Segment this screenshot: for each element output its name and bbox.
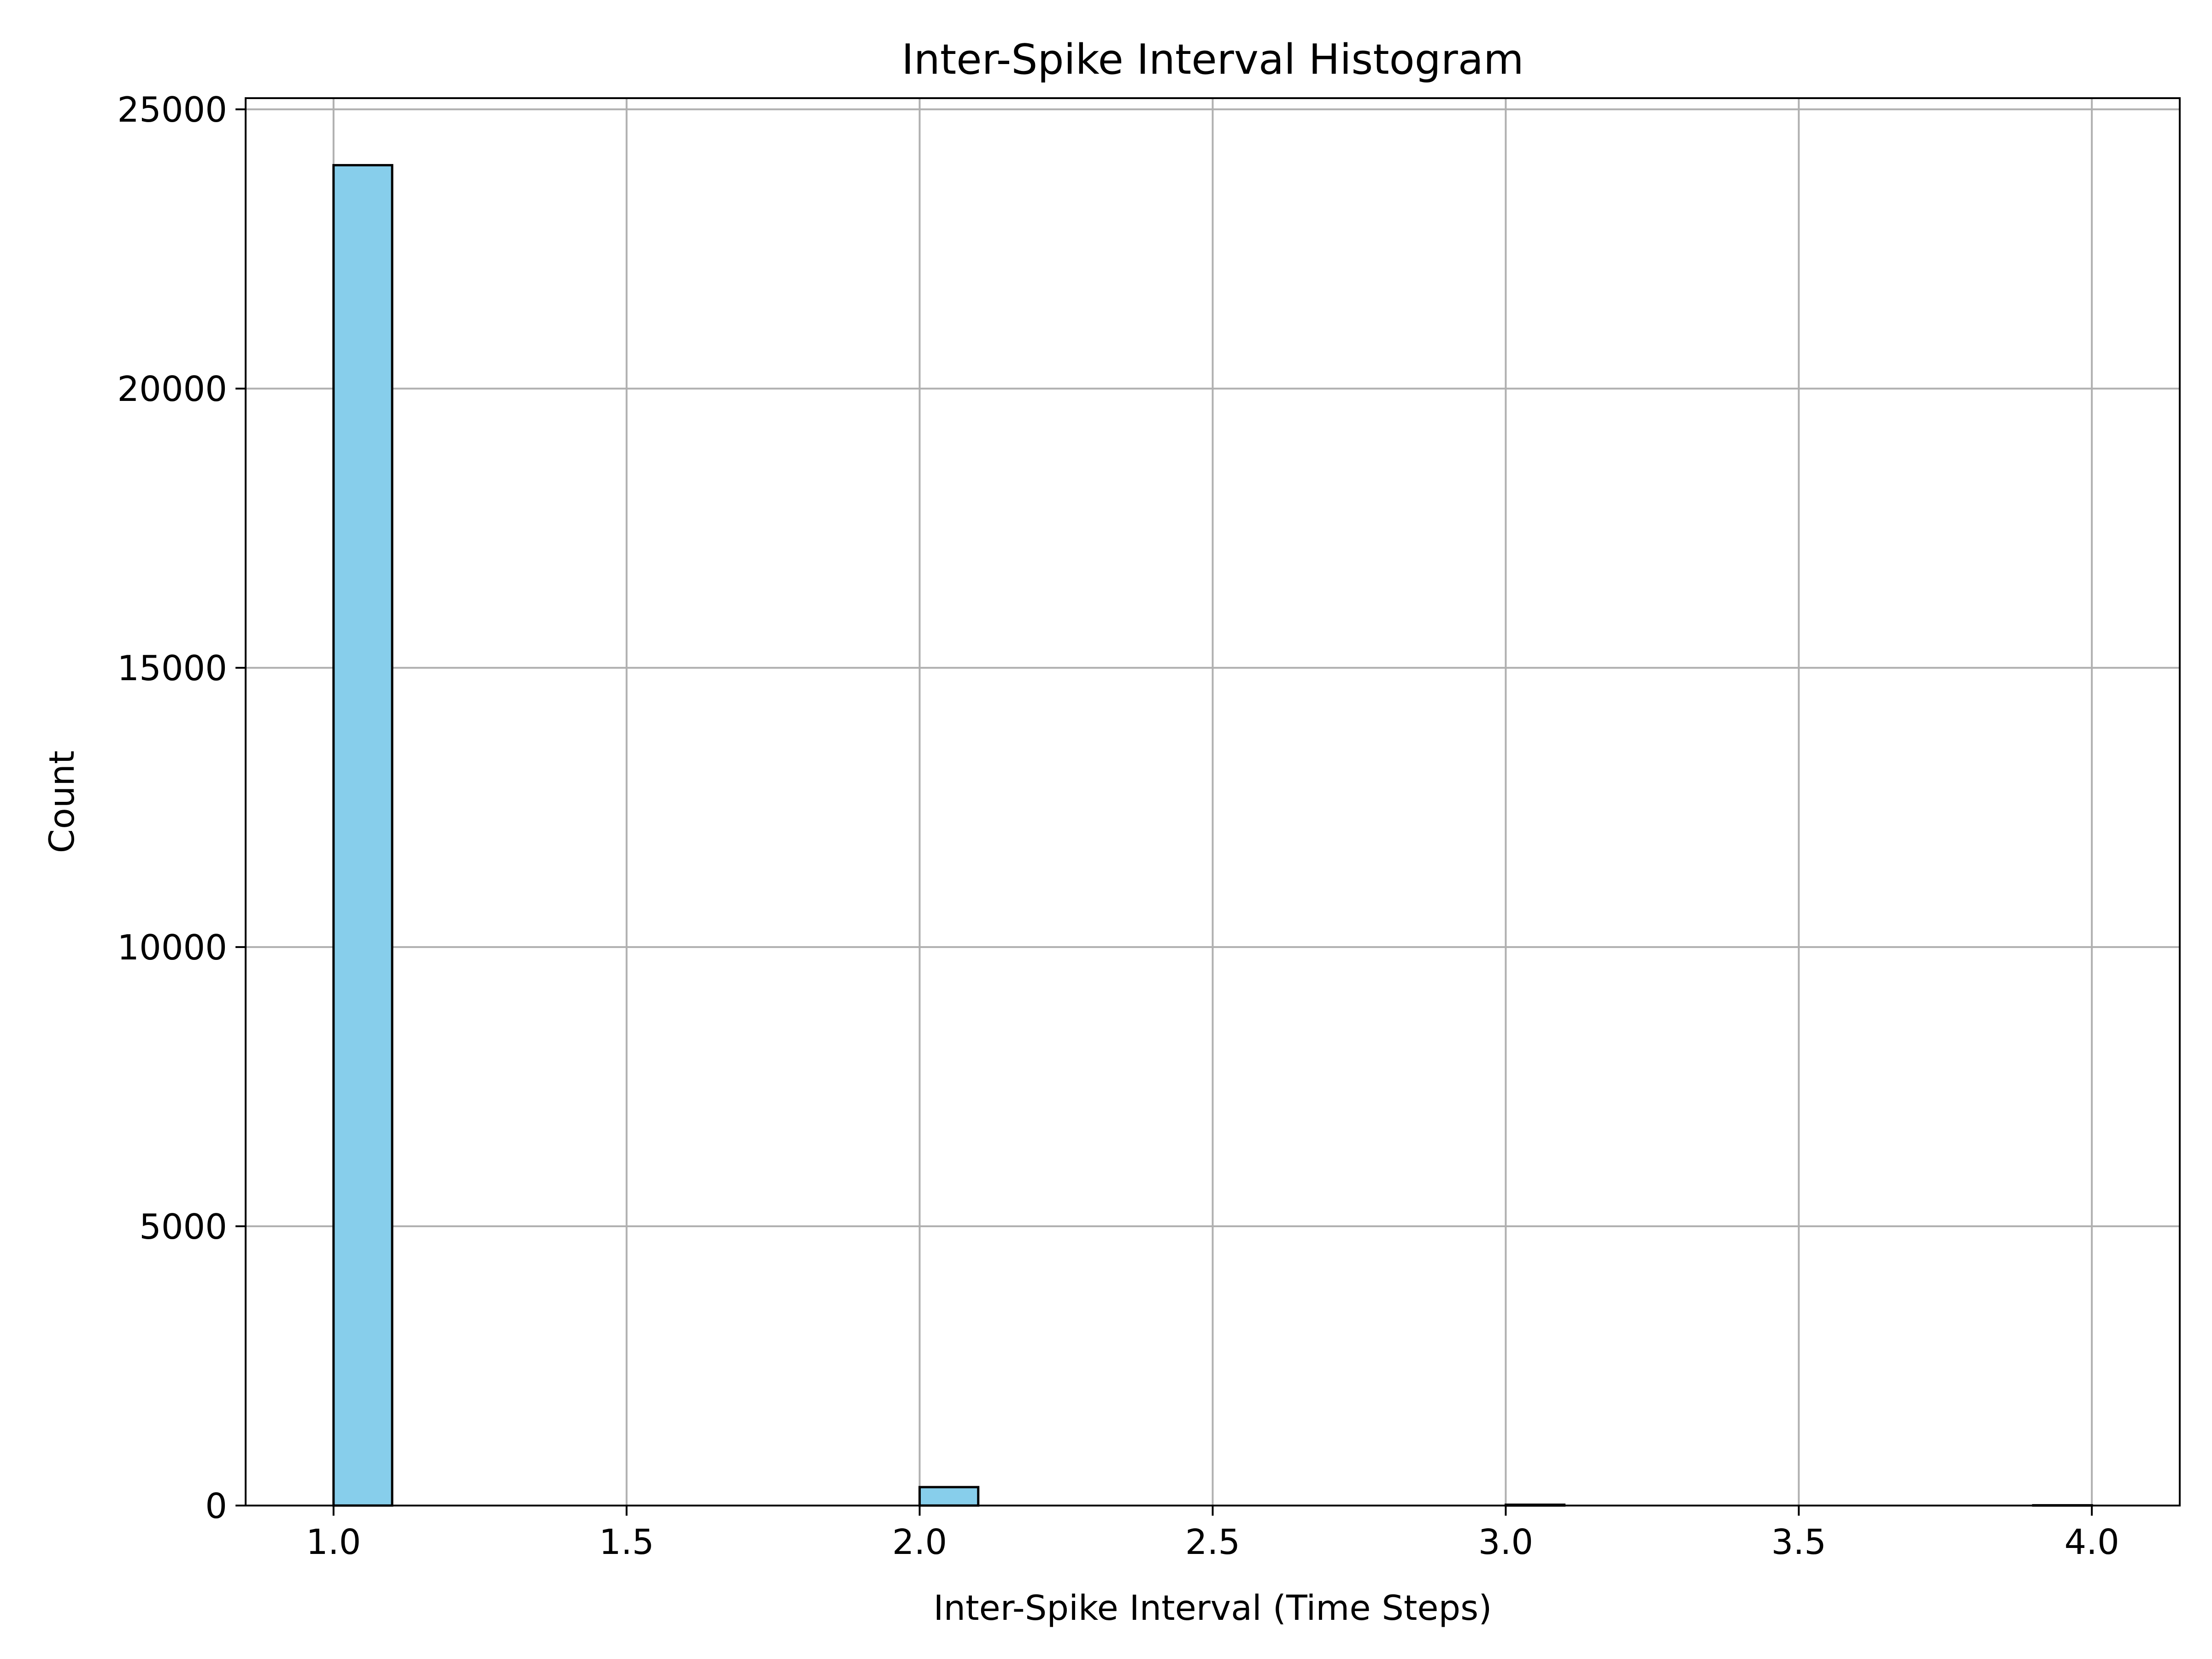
y-tick-label-2: 10000 xyxy=(117,927,227,968)
grid-layer xyxy=(246,98,2180,1506)
chart-title: Inter-Spike Interval Histogram xyxy=(901,35,1524,84)
y-tick-label-1: 5000 xyxy=(139,1206,227,1247)
x-tick-label-6: 4.0 xyxy=(2065,1522,2119,1562)
y-tick-label-4: 20000 xyxy=(117,369,227,409)
y-tick-label-0: 0 xyxy=(205,1486,227,1526)
x-tick-label-4: 3.0 xyxy=(1478,1522,1533,1562)
y-tick-label-3: 15000 xyxy=(117,648,227,688)
ticks-layer: 1.0 1.5 2.0 2.5 3.0 3.5 4.0 0 5000 10000 15000 2000… xyxy=(117,89,2119,1562)
x-tick-label-0: 1.0 xyxy=(306,1522,361,1562)
x-tick-label-5: 3.5 xyxy=(1771,1522,1826,1562)
histogram-bar-0 xyxy=(332,164,394,1507)
x-tick-label-1: 1.5 xyxy=(599,1522,654,1562)
histogram-bar-1 xyxy=(918,1486,980,1507)
x-tick-label-3: 2.5 xyxy=(1185,1522,1240,1562)
y-tick-label-5: 25000 xyxy=(117,89,227,130)
y-axis-label: Count xyxy=(41,751,82,853)
labels-layer: Inter-Spike Interval Histogram Inter-Spi… xyxy=(41,35,1524,1628)
x-axis-label: Inter-Spike Interval (Time Steps) xyxy=(934,1588,1492,1628)
x-tick-label-2: 2.0 xyxy=(892,1522,947,1562)
